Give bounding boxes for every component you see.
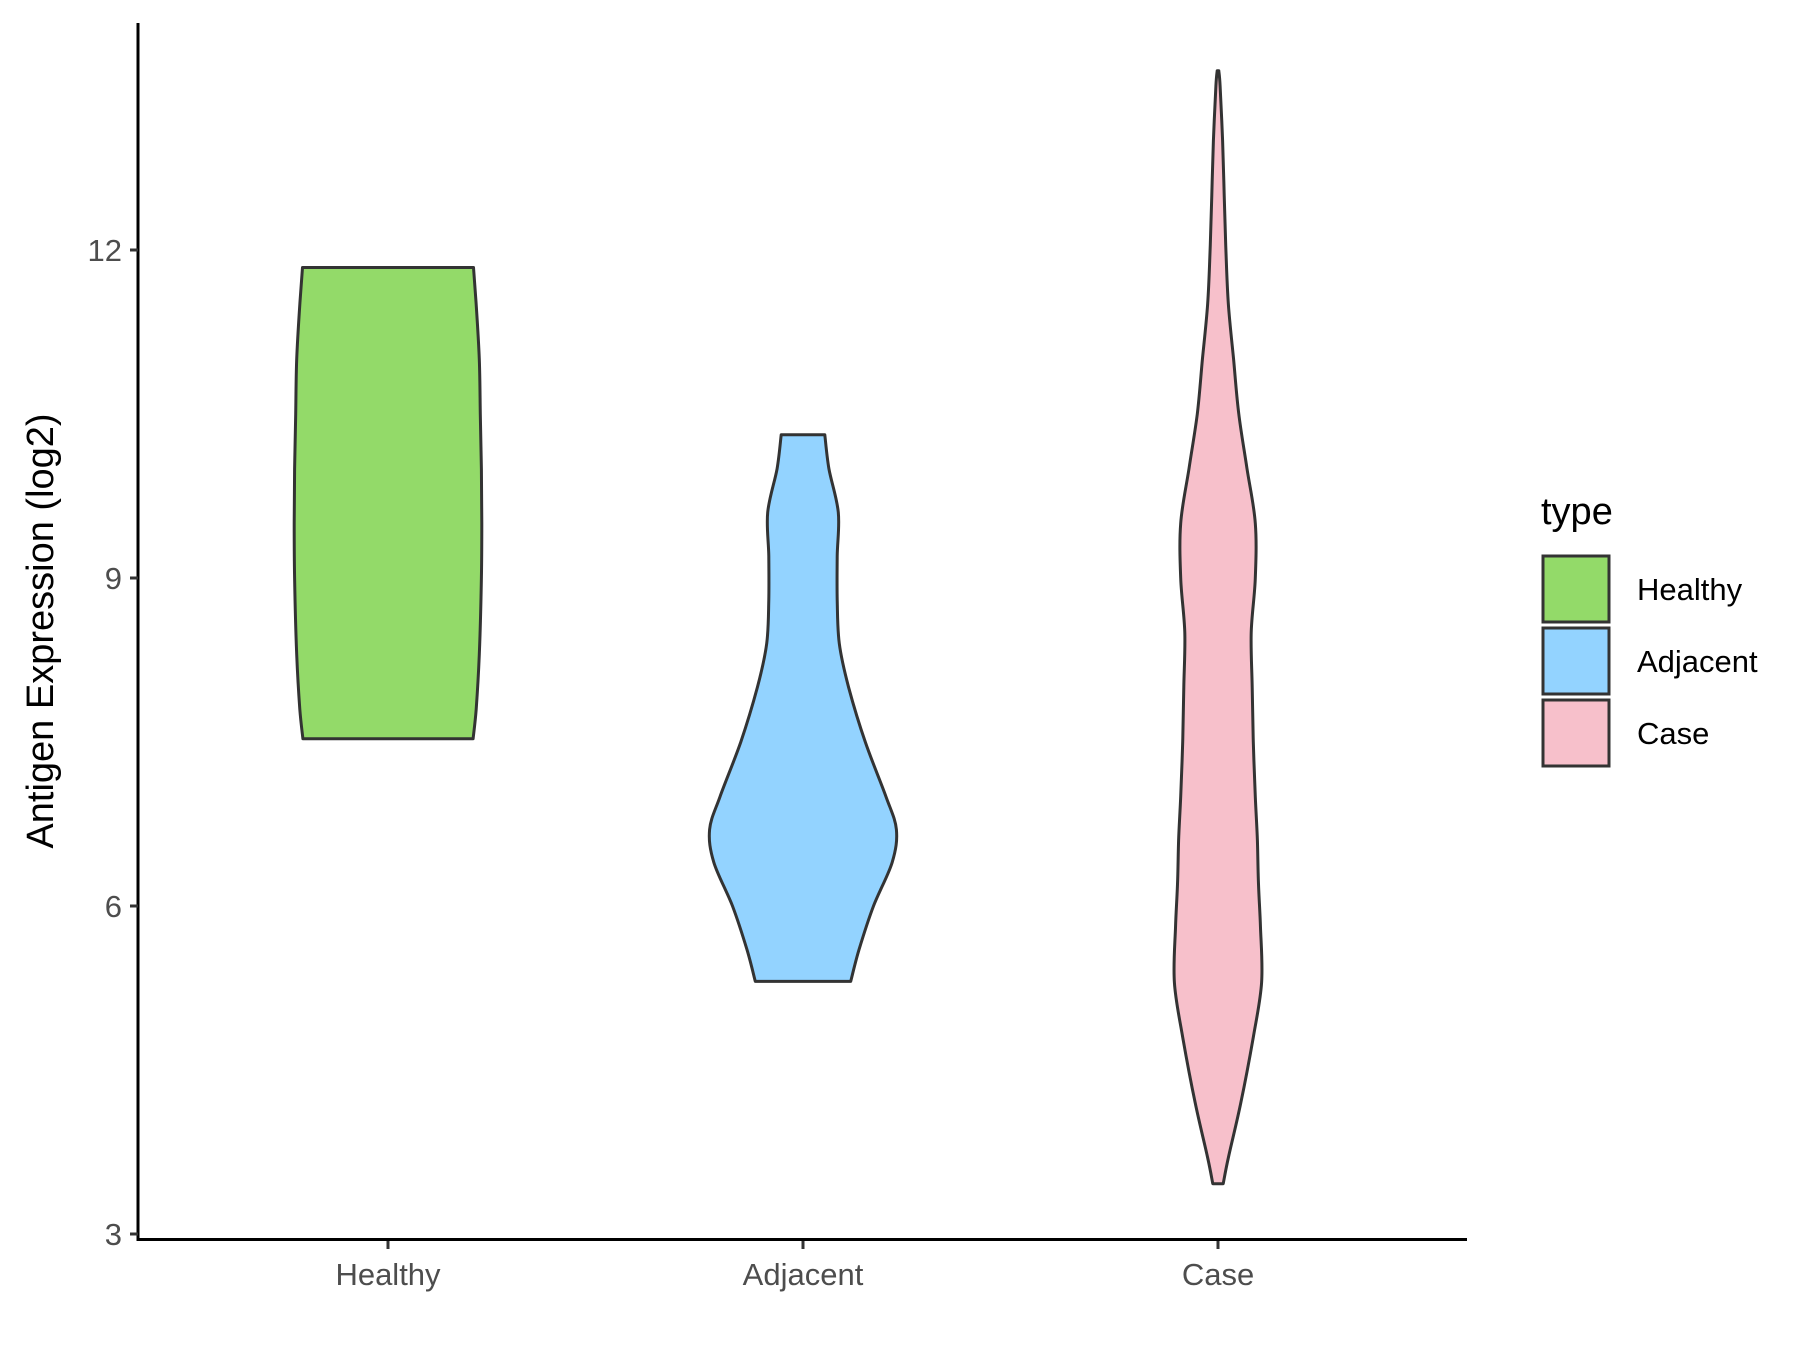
x-tick-label: Adjacent <box>743 1257 864 1292</box>
legend-key-adjacent <box>1541 626 1611 696</box>
y-tick-label: 12 <box>88 233 122 268</box>
violin-case <box>1172 69 1264 1186</box>
legend: type Healthy Adjacent Case <box>1541 491 1758 768</box>
legend-key-case <box>1541 698 1611 768</box>
x-ticks-group: Healthy Adjacent Case <box>335 1241 1254 1292</box>
y-tick-label: 9 <box>105 561 122 596</box>
y-tick-label: 6 <box>105 889 122 924</box>
legend-items: Healthy Adjacent Case <box>1541 554 1758 768</box>
violin-healthy <box>292 266 484 741</box>
x-tick-label: Case <box>1182 1257 1254 1292</box>
y-tick-label: 3 <box>105 1217 122 1252</box>
legend-label-case: Case <box>1637 716 1709 751</box>
violin-adjacent <box>707 433 899 983</box>
y-axis-title: Antigen Expression (log2) <box>20 413 62 848</box>
y-ticks-group: 3 6 9 12 <box>88 233 138 1252</box>
legend-key-healthy <box>1541 554 1611 624</box>
legend-label-adjacent: Adjacent <box>1637 644 1758 679</box>
legend-label-healthy: Healthy <box>1637 572 1743 607</box>
violins-group <box>292 69 1264 1186</box>
legend-title: type <box>1541 491 1613 533</box>
axes-group <box>136 23 1467 1241</box>
x-tick-label: Healthy <box>335 1257 441 1292</box>
